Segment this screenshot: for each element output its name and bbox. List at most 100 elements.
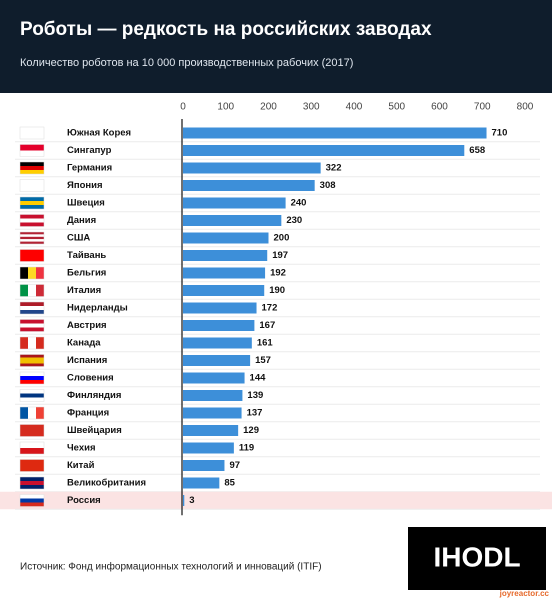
flag-stripe — [20, 459, 44, 466]
bar — [183, 285, 265, 296]
flag-stripe — [20, 218, 44, 223]
bar — [183, 407, 242, 419]
value-label: 240 — [291, 198, 307, 209]
flag-border — [19, 441, 45, 455]
flag-stripe — [20, 236, 44, 240]
flag-stripe — [20, 485, 44, 489]
flag-stripe — [28, 284, 36, 297]
y-tick-label: Австрия — [67, 320, 107, 331]
y-tick-label: Испания — [67, 355, 107, 366]
flag-stripe — [20, 150, 44, 157]
x-tick-label: 400 — [346, 102, 363, 113]
flag-stripe — [28, 337, 36, 349]
y-tick-label: Бельгия — [67, 268, 106, 279]
y-tick-label: Чехия — [67, 443, 96, 454]
flag-border — [19, 301, 45, 315]
bar — [183, 145, 465, 156]
logo: IHODL — [433, 541, 520, 572]
flag-stripe — [20, 407, 28, 419]
flag-border — [19, 389, 45, 402]
value-label: 167 — [259, 320, 275, 331]
bar — [183, 355, 251, 366]
flag-stripe — [20, 205, 44, 209]
flag-stripe — [20, 239, 44, 242]
flag-stripe — [20, 214, 44, 219]
value-label: 308 — [320, 180, 336, 191]
flag-stripe — [20, 166, 44, 170]
flag-stripe — [20, 360, 44, 364]
y-tick-label: Дания — [67, 215, 96, 226]
y-tick-label: Южная Корея — [67, 128, 131, 139]
chart-title: Роботы — редкость на российских заводах — [20, 19, 432, 40]
x-tick-label: 700 — [474, 102, 491, 113]
y-tick-label: Россия — [67, 495, 101, 506]
value-label: 200 — [274, 233, 290, 244]
bar — [183, 477, 220, 489]
flag-stripe — [20, 185, 44, 192]
flag-stripe — [20, 389, 44, 394]
y-tick-label: Великобритания — [67, 478, 146, 489]
value-label: 230 — [286, 215, 302, 226]
flag-stripe — [20, 372, 44, 376]
flag-stripe — [20, 267, 28, 279]
y-tick-label: Тайвань — [67, 250, 106, 261]
bar — [183, 495, 185, 506]
bar — [183, 390, 243, 401]
x-tick-label: 300 — [303, 102, 320, 113]
x-tick-label: 100 — [217, 102, 234, 113]
flag-border — [19, 179, 45, 192]
flag-stripe — [20, 376, 44, 380]
x-tick-label: 500 — [388, 102, 405, 113]
bar — [183, 215, 282, 226]
flag-border — [19, 494, 45, 507]
bar — [183, 425, 239, 436]
bar — [183, 460, 225, 471]
x-tick-label: 0 — [180, 102, 186, 113]
flag-stripe — [20, 465, 44, 472]
flag-border — [19, 424, 45, 437]
flag-stripe — [20, 310, 44, 314]
flag-stripe — [20, 234, 44, 237]
value-label: 139 — [247, 390, 263, 401]
flag-stripe — [20, 397, 44, 402]
source: Источник: Фонд информационных технологий… — [20, 561, 322, 573]
flag-stripe — [28, 267, 36, 279]
x-tick-label: 800 — [517, 102, 534, 113]
y-tick-label: Франция — [67, 408, 109, 419]
y-tick-label: Нидерланды — [67, 303, 128, 314]
y-tick-label: Словения — [67, 373, 114, 384]
bar — [183, 127, 487, 139]
flag-stripe — [20, 424, 44, 431]
bar — [183, 250, 268, 261]
value-label: 129 — [243, 425, 259, 436]
flag-border — [19, 406, 45, 420]
y-tick-label: США — [67, 233, 90, 244]
flag-stripe — [20, 255, 44, 262]
flag-stripe — [20, 284, 28, 297]
flag-border — [19, 214, 45, 227]
y-tick-label: Финляндия — [67, 390, 121, 401]
flag-stripe — [36, 267, 44, 279]
value-label: 190 — [269, 285, 285, 296]
y-tick-label: Швейцария — [67, 425, 122, 436]
flag-stripe — [20, 135, 44, 139]
bar — [183, 302, 257, 314]
flag-stripe — [20, 170, 44, 174]
value-label: 172 — [262, 303, 278, 314]
x-tick-label: 600 — [431, 102, 448, 113]
y-tick-label: Япония — [67, 180, 103, 191]
value-label: 161 — [257, 338, 274, 349]
flag-stripe — [20, 327, 44, 332]
flag-stripe — [20, 477, 44, 481]
flag-stripe — [36, 284, 44, 297]
bar — [183, 442, 234, 454]
y-tick-label: Сингапур — [67, 145, 112, 156]
value-label: 137 — [247, 408, 263, 419]
flag-stripe — [28, 407, 36, 419]
value-label: 97 — [229, 460, 240, 471]
value-label: 85 — [224, 478, 235, 489]
flag-stripe — [20, 481, 44, 485]
flag-stripe — [20, 354, 44, 358]
value-label: 197 — [272, 250, 288, 261]
flag-stripe — [20, 448, 44, 454]
